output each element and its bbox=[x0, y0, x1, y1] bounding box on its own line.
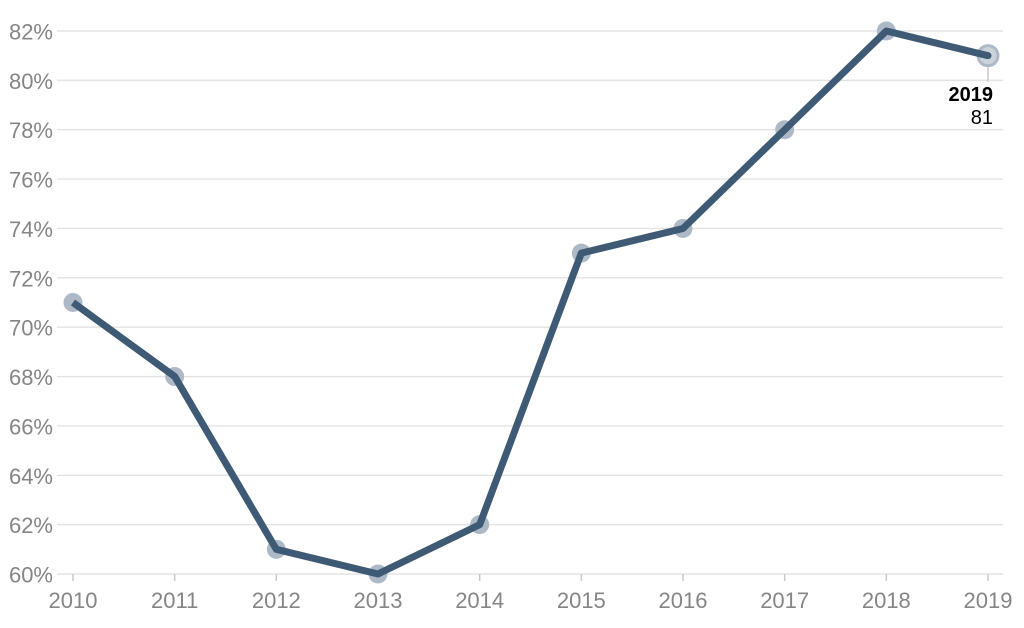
annotation-value-label: 81 bbox=[970, 107, 993, 129]
y-axis-label: 60% bbox=[9, 563, 53, 588]
y-axis-label: 62% bbox=[9, 513, 53, 538]
x-axis-label: 2011 bbox=[151, 588, 198, 613]
y-axis-label: 76% bbox=[9, 168, 53, 193]
x-axis-label: 2014 bbox=[455, 588, 504, 613]
y-axis-label: 70% bbox=[9, 316, 53, 341]
x-axis-label: 2019 bbox=[964, 588, 1013, 613]
y-axis-label: 74% bbox=[9, 217, 53, 242]
end-point-dot bbox=[984, 52, 992, 60]
y-axis-label: 64% bbox=[9, 464, 53, 489]
x-axis-label: 2012 bbox=[252, 588, 301, 613]
y-axis-label: 80% bbox=[9, 69, 53, 94]
y-axis-label: 72% bbox=[9, 266, 53, 291]
x-axis-label: 2016 bbox=[659, 588, 708, 613]
annotation-year-label: 2019 bbox=[948, 84, 994, 106]
y-axis-label: 78% bbox=[9, 118, 53, 143]
point-annotation: 2019 81 bbox=[949, 84, 994, 129]
y-axis-label: 66% bbox=[9, 414, 53, 439]
y-axis-label: 82% bbox=[9, 20, 53, 45]
y-axis-label: 68% bbox=[9, 365, 53, 390]
x-axis-label: 2017 bbox=[760, 588, 809, 613]
series-line bbox=[70, 27, 989, 578]
x-axis-label: 2010 bbox=[49, 588, 98, 613]
x-axis-label: 2018 bbox=[862, 588, 911, 613]
x-axis-label: 2013 bbox=[354, 588, 403, 613]
x-axis-label: 2015 bbox=[557, 588, 606, 613]
